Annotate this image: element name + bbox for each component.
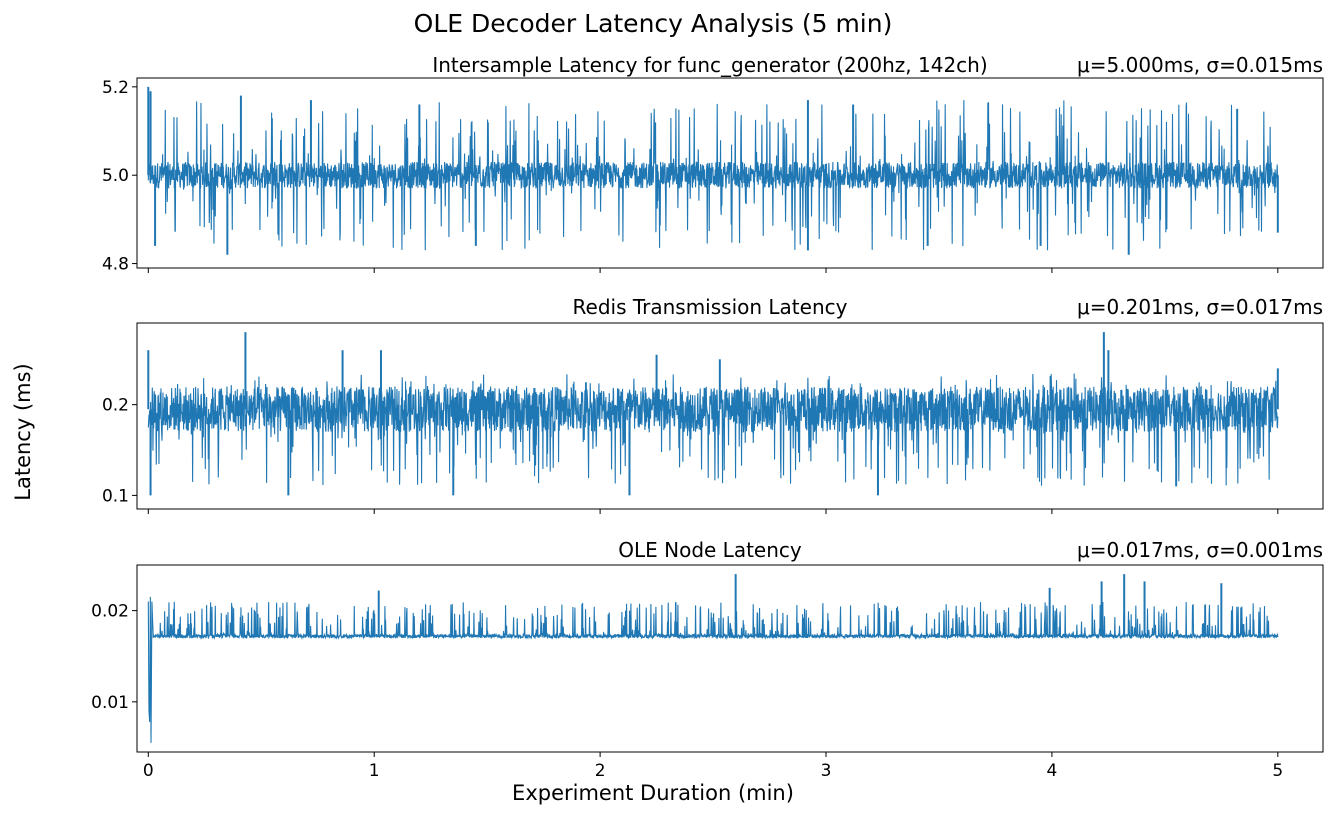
panel-intersample: 4.8 5.0 5.2 Intersample Latency for func_g… <box>102 53 1324 275</box>
axes-frame <box>136 564 1324 753</box>
x-tick-label: 3 <box>821 761 832 781</box>
panel-stats: μ=5.000ms, σ=0.015ms <box>1077 53 1323 77</box>
y-axis-label: Latency (ms) <box>11 363 35 500</box>
panel-title: Intersample Latency for func_generator (… <box>432 53 987 77</box>
axes-frame <box>136 322 1324 510</box>
x-tick-label: 5 <box>1272 761 1283 781</box>
x-tick-label: 4 <box>1047 761 1058 781</box>
series-line <box>147 100 1279 251</box>
y-tick-label: 0.1 <box>102 486 129 506</box>
y-tick-label: 0.2 <box>102 396 129 416</box>
y-tick-label: 5.2 <box>102 78 129 98</box>
y-tick-label: 0.01 <box>91 693 129 713</box>
series-line <box>147 373 1279 486</box>
axes-frame <box>136 77 1324 269</box>
panel-title: Redis Transmission Latency <box>573 295 848 319</box>
panel-title: OLE Node Latency <box>618 538 802 562</box>
x-axis-label: Experiment Duration (min) <box>512 781 794 805</box>
panel-stats: μ=0.201ms, σ=0.017ms <box>1077 295 1323 319</box>
panel-stats: μ=0.017ms, σ=0.001ms <box>1077 538 1323 562</box>
y-tick-label: 0.02 <box>91 602 129 622</box>
figure-title: OLE Decoder Latency Analysis (5 min) <box>414 9 893 38</box>
panel-ole-node: 0 1 2 3 4 5 0.01 0.02 OLE Node Latency μ=0.017m… <box>91 538 1324 781</box>
x-tick-label: 1 <box>369 761 380 781</box>
y-tick-label: 4.8 <box>102 255 129 275</box>
x-tick-label: 2 <box>595 761 606 781</box>
series-line <box>147 596 1279 743</box>
x-tick-label: 0 <box>143 761 154 781</box>
y-tick-label: 5.0 <box>102 166 129 186</box>
panel-redis: 0.1 0.2 Redis Transmission Latency μ=0.20… <box>102 295 1324 514</box>
